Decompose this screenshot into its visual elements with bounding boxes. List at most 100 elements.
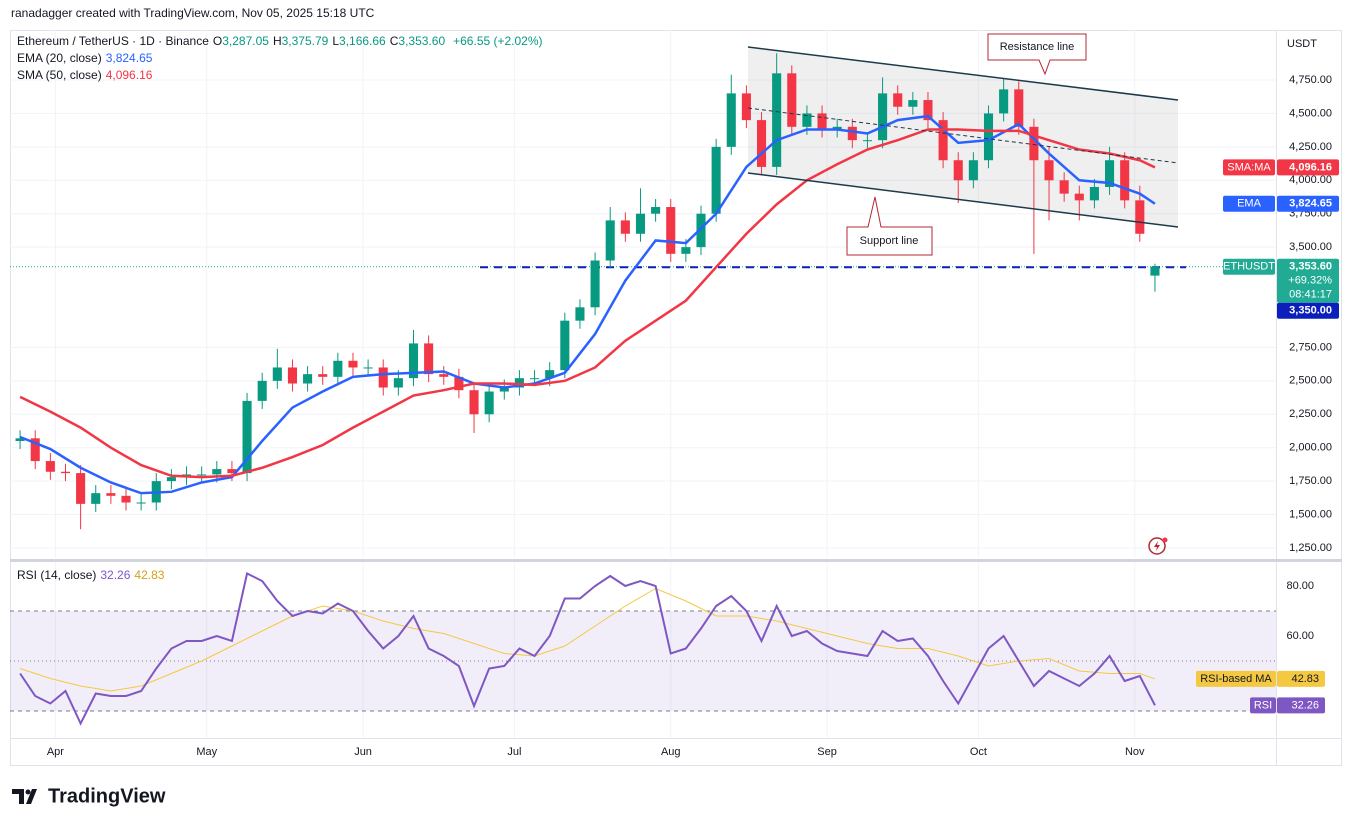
candle-body: [30, 438, 40, 462]
candle-body: [499, 387, 509, 392]
y-tick-label: 4,500.00: [1289, 107, 1332, 119]
ohlc-label: L: [332, 34, 340, 48]
legend-name: EMA (20, close): [17, 51, 102, 65]
x-tick-label: Sep: [817, 746, 837, 758]
y-tick-label: 4,750.00: [1289, 74, 1332, 86]
candle-body: [514, 378, 524, 388]
x-tick-label: Nov: [1125, 746, 1145, 758]
legend-value: 3,824.65: [105, 51, 153, 65]
alert-bolt[interactable]: [1154, 541, 1160, 551]
candle-body: [726, 93, 736, 147]
candle-body: [378, 367, 388, 388]
candle-body: [287, 367, 297, 384]
x-tick-label: Jul: [507, 746, 521, 758]
candle-body: [545, 370, 555, 379]
candle-body: [666, 207, 676, 254]
candle-body: [333, 360, 343, 377]
candle-body: [575, 307, 585, 321]
y-tick-label: 4,250.00: [1289, 141, 1332, 153]
legend-name: RSI (14, close): [17, 568, 97, 582]
tv-logo: TradingView: [12, 785, 166, 807]
y-tick-label: 2,250.00: [1289, 408, 1332, 420]
candle-body: [862, 140, 872, 142]
badge-extra: 08:41:17: [1289, 289, 1332, 301]
candle-body: [772, 73, 782, 167]
candle-body: [454, 376, 464, 391]
candle-body: [908, 100, 918, 107]
candle-body: [1074, 193, 1084, 201]
badge-value: 42.83: [1291, 673, 1319, 685]
candle-body: [1044, 160, 1054, 181]
credit: ranadagger created with TradingView.com,…: [11, 6, 375, 20]
ohlc-label: H: [272, 34, 282, 48]
legend-value: 32.26: [100, 568, 131, 582]
resistance-callout: Resistance line: [987, 33, 1087, 76]
candle-body: [832, 126, 842, 130]
rsi-tick-label: 60.00: [1286, 630, 1314, 642]
currency-label: USDT: [1287, 38, 1317, 50]
badge-name-bg: [1196, 670, 1276, 687]
candle-body: [787, 73, 797, 127]
candle-body: [1029, 126, 1039, 161]
ohlc-value: 3,375.79: [281, 34, 329, 48]
candle-body: [696, 213, 706, 248]
candle-body: [1135, 200, 1145, 234]
candle-body: [166, 477, 176, 482]
y-tick-label: 1,500.00: [1289, 508, 1332, 520]
candle-body: [424, 343, 434, 375]
channel-fill: [748, 47, 1178, 227]
candle-body: [1089, 186, 1099, 201]
alert-icon[interactable]: [1148, 537, 1168, 555]
ma-line: [19, 114, 1156, 495]
ohlc-value: 3,353.60: [398, 34, 446, 48]
badge-value: 3,350.00: [1289, 305, 1332, 317]
candle-body: [348, 360, 358, 368]
candle-body: [756, 120, 767, 167]
logo-text: TradingView: [48, 785, 166, 807]
ohlc-label: C: [389, 34, 399, 48]
candle-body: [91, 493, 101, 504]
candle-body: [60, 471, 71, 474]
candle-body: [711, 146, 721, 214]
badge-value-bg: [1277, 258, 1339, 303]
candle-body: [878, 93, 888, 141]
candle-body: [318, 374, 328, 377]
candle-body: [1105, 160, 1115, 187]
candle-body: [121, 495, 131, 503]
candle-body: [303, 374, 313, 384]
candle-body: [272, 367, 282, 381]
rsi-tick-label: 80.00: [1286, 580, 1314, 592]
callout-box: [846, 196, 933, 256]
change: +66.55 (+2.02%): [453, 34, 543, 48]
badge-value: 4,096.16: [1289, 161, 1332, 173]
candle-body: [635, 213, 646, 234]
y-tick-label: 1,750.00: [1289, 475, 1332, 487]
candle-body: [76, 473, 86, 504]
x-tick-label: Apr: [47, 746, 64, 758]
alert-circle[interactable]: [1148, 537, 1166, 555]
candle-body: [1014, 89, 1024, 127]
channel-midline: [747, 107, 1179, 164]
logo-dot: [25, 789, 31, 795]
badge-name-bg: [1250, 697, 1276, 714]
candle-body: [983, 113, 994, 161]
support-callout: Support line: [846, 196, 933, 256]
callout-box: [987, 33, 1087, 76]
candle-body: [393, 378, 403, 388]
candle-body: [257, 380, 267, 401]
candle-body: [651, 207, 661, 214]
candle-body: [953, 160, 963, 181]
frame: [10, 30, 1342, 766]
support-trendline: [747, 172, 1179, 228]
badge-value: 3,824.65: [1289, 198, 1332, 210]
candle-body: [938, 120, 948, 161]
candle-body: [227, 469, 237, 474]
badge-value-bg: [1277, 697, 1325, 714]
ohlc: O3,287.05 H3,375.79 L3,166.66 C3,353.60: [213, 34, 449, 48]
badge-value: 3,353.60: [1289, 261, 1332, 273]
badge-name: SMA:MA: [1227, 161, 1271, 173]
y-tick-label: 3,500.00: [1289, 241, 1332, 253]
candle-body: [242, 400, 252, 474]
